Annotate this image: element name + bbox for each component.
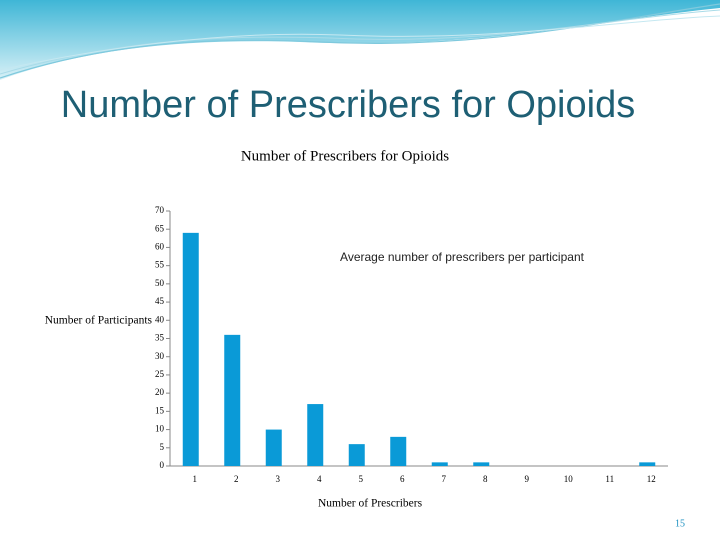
y-tick-label: 10 [155,424,165,434]
y-tick-label: 65 [155,223,165,233]
x-tick-label: 8 [483,474,488,484]
bar [639,462,656,466]
y-tick-label: 60 [155,241,165,251]
x-tick-label: 2 [234,474,239,484]
y-tick-label: 35 [155,333,165,343]
x-tick-label: 7 [442,474,447,484]
x-tick-label: 1 [193,474,198,484]
bar [307,404,324,466]
bar [473,462,490,466]
y-tick-label: 20 [155,387,165,397]
y-tick-label: 55 [155,260,165,270]
y-tick-label: 30 [155,351,165,361]
y-tick-label: 70 [155,205,165,215]
x-tick-label: 11 [605,474,614,484]
page-number: 15 [675,518,685,529]
y-tick-label: 45 [155,296,165,306]
x-axis-label: Number of Prescribers [318,498,423,510]
slide-title: Number of Prescribers for Opioids [61,84,635,126]
x-tick-label: 9 [525,474,530,484]
y-tick-label: 25 [155,369,165,379]
header-decoration [0,0,720,80]
y-tick-label: 15 [155,405,165,415]
x-tick-label: 10 [564,474,574,484]
bar [390,436,407,466]
x-tick-label: 12 [647,474,656,484]
annotation: Average number of prescribers per partic… [340,250,585,264]
chart-title: Number of Prescribers for Opioids [241,148,449,164]
bar [348,444,365,466]
x-tick-label: 5 [359,474,364,484]
y-axis-label: Number of Participants [45,315,153,327]
x-tick-label: 4 [317,474,322,484]
bar [431,462,448,466]
y-tick-label: 40 [155,314,165,324]
y-tick-label: 0 [160,460,165,470]
x-tick-label: 6 [400,474,405,484]
bar [265,429,282,466]
bar [182,232,199,466]
y-tick-label: 5 [160,442,165,452]
bar [224,334,241,466]
y-tick-label: 50 [155,278,165,288]
x-tick-label: 3 [276,474,281,484]
